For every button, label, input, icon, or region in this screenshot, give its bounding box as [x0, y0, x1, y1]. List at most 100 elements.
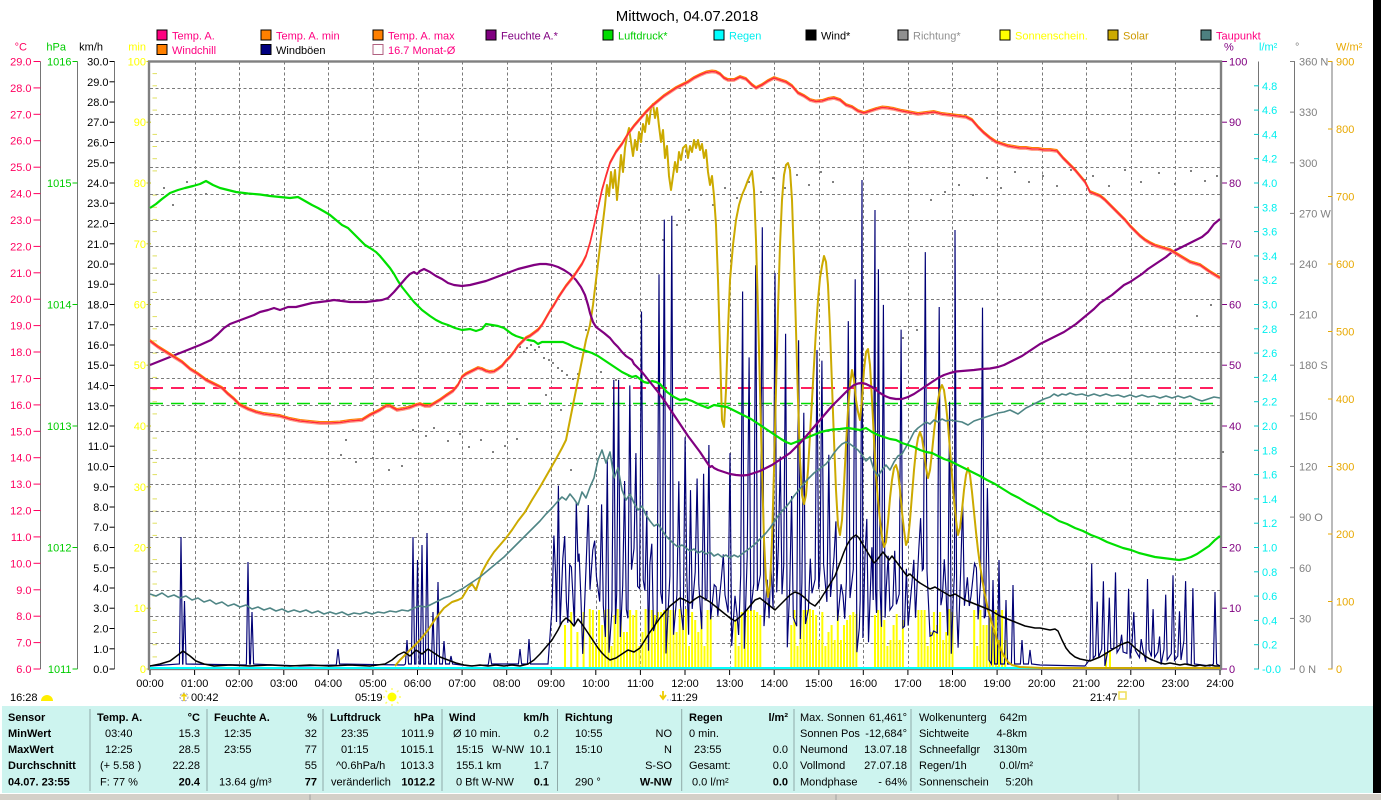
svg-text:0.2: 0.2 [534, 728, 549, 740]
svg-text:12:25: 12:25 [105, 744, 133, 756]
svg-text:300: 300 [1336, 462, 1354, 474]
svg-text:-0.0: -0.0 [1262, 664, 1281, 676]
svg-text:400: 400 [1336, 394, 1354, 406]
svg-text:02:00: 02:00 [225, 678, 253, 690]
svg-text:°C: °C [188, 712, 200, 724]
svg-text:100: 100 [1229, 57, 1247, 69]
svg-text:05:00: 05:00 [359, 678, 387, 690]
svg-text:10:55: 10:55 [575, 728, 603, 740]
svg-text:2.2: 2.2 [1262, 397, 1277, 409]
svg-text:Feuchte A.*: Feuchte A.* [501, 31, 559, 43]
svg-text:600: 600 [1336, 259, 1354, 271]
svg-text:23:35: 23:35 [341, 728, 369, 740]
svg-text:900: 900 [1336, 57, 1354, 69]
svg-text:22:00: 22:00 [1117, 678, 1145, 690]
svg-text:10:00: 10:00 [582, 678, 610, 690]
svg-text:1.0: 1.0 [93, 644, 108, 656]
svg-text:30: 30 [1229, 482, 1241, 494]
svg-text:14.0: 14.0 [87, 381, 108, 393]
svg-text:24.0: 24.0 [87, 178, 108, 190]
svg-text:Temp. A. min: Temp. A. min [276, 31, 340, 43]
svg-text:MinWert: MinWert [8, 728, 52, 740]
svg-text:hPa: hPa [414, 712, 435, 724]
svg-text:26.0: 26.0 [87, 138, 108, 150]
svg-text:13:00: 13:00 [716, 678, 744, 690]
svg-text:15.0: 15.0 [87, 360, 108, 372]
svg-text:27.07.18: 27.07.18 [864, 760, 907, 772]
svg-text:1.2: 1.2 [1262, 518, 1277, 530]
svg-text:23:55: 23:55 [694, 744, 722, 756]
svg-text:55: 55 [305, 760, 317, 772]
svg-text:500: 500 [1336, 327, 1354, 339]
svg-text:- 64%: - 64% [878, 777, 907, 789]
svg-text:°: ° [1295, 42, 1299, 54]
svg-text:290 °: 290 ° [575, 777, 601, 789]
svg-text:19.0: 19.0 [10, 321, 31, 333]
svg-text:Ø 10 min.: Ø 10 min. [453, 728, 501, 740]
svg-text:180 S: 180 S [1299, 360, 1328, 372]
svg-text:120: 120 [1299, 462, 1317, 474]
svg-text:Regen: Regen [689, 712, 723, 724]
svg-text:210: 210 [1299, 310, 1317, 322]
svg-text:Wolkenunterg: Wolkenunterg [919, 712, 987, 724]
svg-text:Sonnen Pos: Sonnen Pos [800, 728, 860, 740]
svg-text:Regen/1h: Regen/1h [919, 760, 967, 772]
svg-text:08:00: 08:00 [493, 678, 521, 690]
svg-text:W/m²: W/m² [1336, 42, 1363, 54]
svg-text:0.1: 0.1 [534, 777, 549, 789]
svg-text:NO: NO [656, 728, 673, 740]
svg-text:Mittwoch, 04.07.2018: Mittwoch, 04.07.2018 [616, 8, 759, 25]
svg-text:04:00: 04:00 [315, 678, 343, 690]
svg-text:20: 20 [1229, 543, 1241, 555]
svg-text:32: 32 [305, 728, 317, 740]
svg-text:3.0: 3.0 [93, 603, 108, 615]
svg-text:16.7 Monat-Ø: 16.7 Monat-Ø [388, 45, 456, 57]
svg-text:1015.1: 1015.1 [400, 744, 434, 756]
svg-text:4.0: 4.0 [93, 583, 108, 595]
svg-text:8.0: 8.0 [16, 611, 31, 623]
svg-text:0 Bft W-NW: 0 Bft W-NW [456, 777, 514, 789]
svg-text:Mondphase: Mondphase [800, 777, 858, 789]
svg-text:21:47: 21:47 [1090, 692, 1118, 704]
svg-text:0: 0 [140, 664, 146, 676]
svg-text:330: 330 [1299, 107, 1317, 119]
svg-text:29.0: 29.0 [10, 57, 31, 69]
svg-text:20.0: 20.0 [87, 259, 108, 271]
svg-text:1.7: 1.7 [534, 760, 549, 772]
svg-text:700: 700 [1336, 192, 1354, 204]
svg-text:0.0: 0.0 [773, 760, 788, 772]
svg-text:2.4: 2.4 [1262, 372, 1277, 384]
svg-text:24.0: 24.0 [10, 189, 31, 201]
svg-text:Windchill: Windchill [172, 45, 216, 57]
svg-text:6.0: 6.0 [93, 543, 108, 555]
svg-text:Richtung: Richtung [565, 712, 613, 724]
svg-text:3.6: 3.6 [1262, 227, 1277, 239]
svg-text:2.6: 2.6 [1262, 348, 1277, 360]
svg-text:12:35: 12:35 [224, 728, 252, 740]
svg-text:28.0: 28.0 [87, 97, 108, 109]
svg-text:Luftdruck: Luftdruck [330, 712, 382, 724]
svg-text:Sensor: Sensor [8, 712, 46, 724]
svg-text:Luftdruck*: Luftdruck* [618, 31, 668, 43]
svg-text:0.6: 0.6 [1262, 591, 1277, 603]
svg-text:%: % [307, 712, 317, 724]
svg-text:1.6: 1.6 [1262, 470, 1277, 482]
svg-text:15.3: 15.3 [179, 728, 200, 740]
svg-text:21:00: 21:00 [1072, 678, 1100, 690]
svg-text:77: 77 [305, 744, 317, 756]
svg-text:0: 0 [1229, 664, 1235, 676]
svg-text:1015: 1015 [47, 178, 71, 190]
svg-text:27.0: 27.0 [87, 117, 108, 129]
svg-text:06:00: 06:00 [404, 678, 432, 690]
svg-text:04.07. 23:55: 04.07. 23:55 [8, 777, 70, 789]
svg-text:^0.6hPa/h: ^0.6hPa/h [336, 760, 385, 772]
svg-text:min: min [128, 42, 146, 54]
svg-text:Schneefallgr: Schneefallgr [919, 744, 980, 756]
svg-text:22.28: 22.28 [172, 760, 200, 772]
svg-text:0 N: 0 N [1299, 664, 1316, 676]
svg-text:8.0: 8.0 [93, 502, 108, 514]
svg-text:200: 200 [1336, 529, 1354, 541]
svg-text:1014: 1014 [47, 300, 71, 312]
svg-text:F: 77 %: F: 77 % [100, 777, 138, 789]
svg-text:S-SO: S-SO [645, 760, 672, 772]
